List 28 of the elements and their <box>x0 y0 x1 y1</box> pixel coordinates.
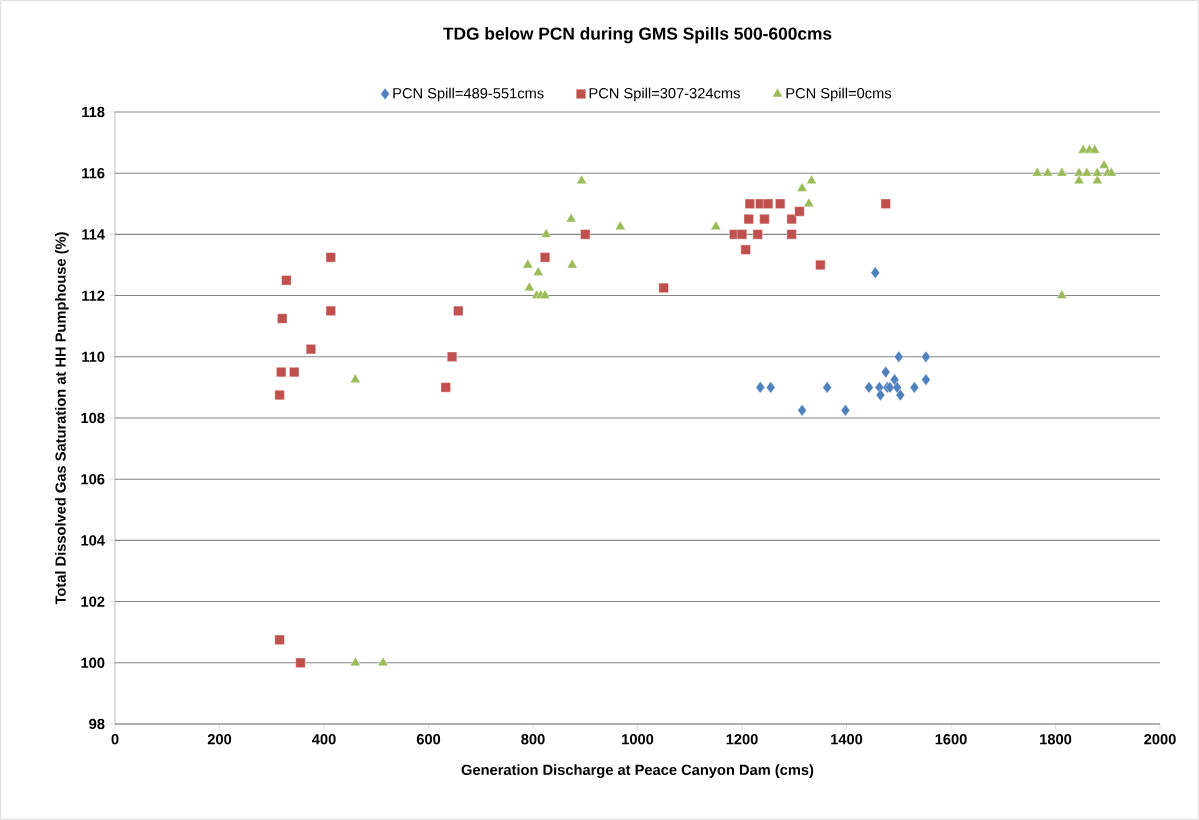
x-tick-label: 0 <box>111 734 119 745</box>
y-tick-label: 100 <box>81 657 105 668</box>
y-tick-label: 102 <box>81 596 105 607</box>
y-tick-label: 118 <box>82 106 105 118</box>
x-tick-label: 2000 <box>1144 734 1176 745</box>
x-tick-label: 800 <box>521 734 545 745</box>
x-tick-label: 1800 <box>1040 734 1072 745</box>
y-tick-label: 106 <box>81 474 105 485</box>
legend-label: PCN Spill=307-324cms <box>589 87 740 102</box>
legend-label: PCN Spill=0cms <box>786 87 892 102</box>
y-tick-label: 114 <box>82 229 105 240</box>
x-axis-title: Generation Discharge at Peace Canyon Dam (cms) <box>461 764 814 778</box>
y-axis-title: Total Dissolved Gas Saturation at HH Pumphouse (%) <box>55 232 69 605</box>
y-tick-label: 110 <box>82 351 105 362</box>
y-tick-label: 104 <box>81 535 105 546</box>
x-tick-label: 200 <box>207 734 232 745</box>
x-tick-label: 1200 <box>726 734 758 745</box>
x-tick-label: 1400 <box>831 734 863 745</box>
legend-label: PCN Spill=489-551cms <box>393 87 544 102</box>
x-tick-label: 600 <box>416 734 441 745</box>
x-tick-label: 1600 <box>935 734 967 745</box>
y-tick-label: 112 <box>82 290 105 301</box>
y-tick-label: 98 <box>89 718 105 730</box>
x-tick-label: 1000 <box>622 734 654 745</box>
chart-title: TDG below PCN during GMS Spills 500-600cms <box>443 27 832 44</box>
y-tick-label: 108 <box>81 412 105 424</box>
y-tick-label: 116 <box>82 168 105 179</box>
x-tick-label: 400 <box>312 734 336 745</box>
